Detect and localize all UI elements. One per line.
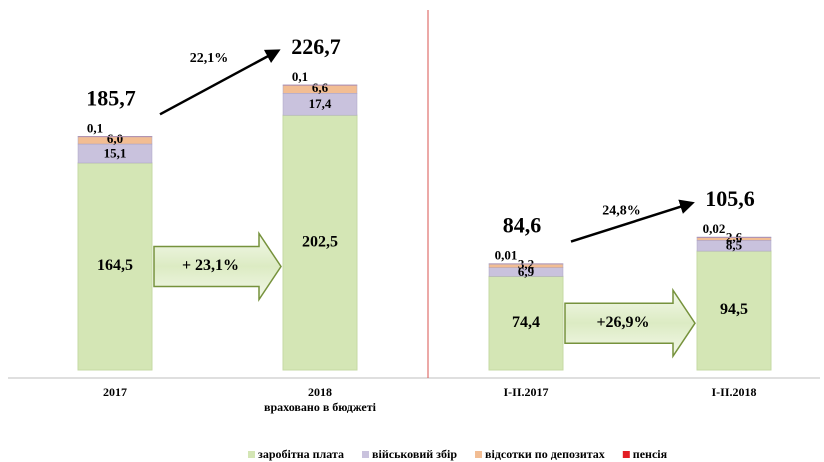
bar-segment (77, 162, 153, 371)
x-tick-label: 2018 (308, 385, 332, 399)
wage-growth-label: + 23,1% (182, 257, 239, 274)
legend-swatch (622, 451, 630, 458)
wage-growth-arrow (564, 287, 696, 359)
legend-label: заробітна плата (258, 447, 344, 461)
bar-segment (488, 275, 564, 371)
value-label: 202,5 (302, 233, 338, 250)
legend-swatch (362, 451, 370, 458)
value-label: 0,02 (703, 221, 726, 236)
bar-segment (696, 236, 772, 238)
growth-label: 24,8% (602, 203, 641, 218)
value-label: 6,6 (312, 80, 329, 95)
growth-arrow (159, 49, 281, 116)
value-label: 6,0 (107, 131, 123, 146)
value-label: 74,4 (512, 314, 540, 331)
bar-segment (488, 263, 564, 265)
value-label: 0,1 (87, 120, 103, 135)
value-label: 15,1 (104, 145, 127, 160)
bar-segment (282, 84, 358, 86)
x-tick-label: I-II.2018 (711, 385, 756, 399)
x-tick-label: 2017 (103, 385, 127, 399)
value-label: 8,5 (726, 238, 743, 253)
growth-label: 22,1% (190, 51, 229, 66)
wage-growth-label: +26,9% (596, 314, 649, 331)
legend-swatch (248, 451, 255, 458)
value-label: 0,1 (292, 69, 308, 84)
legend-swatch (475, 451, 483, 458)
legend-label: відсотки по депозитах (485, 447, 605, 461)
total-label: 84,6 (503, 213, 542, 238)
value-label: 0,01 (495, 248, 518, 263)
bar-segment (696, 250, 772, 371)
x-tick-label: I-II.2017 (503, 385, 548, 399)
value-label: 17,4 (309, 96, 332, 111)
bar-segment (77, 136, 153, 138)
total-label: 226,7 (291, 34, 341, 59)
category-note: враховано в бюджеті (264, 400, 377, 414)
total-label: 185,7 (86, 85, 136, 110)
wage-growth-arrow (153, 231, 282, 302)
legend-label: військовий збір (372, 447, 457, 461)
total-label: 105,6 (705, 186, 755, 211)
value-label: 164,5 (97, 257, 133, 274)
value-label: 94,5 (720, 301, 748, 318)
bar-segment (282, 114, 358, 371)
legend-label: пенсія (633, 447, 668, 461)
growth-arrow (570, 199, 695, 243)
